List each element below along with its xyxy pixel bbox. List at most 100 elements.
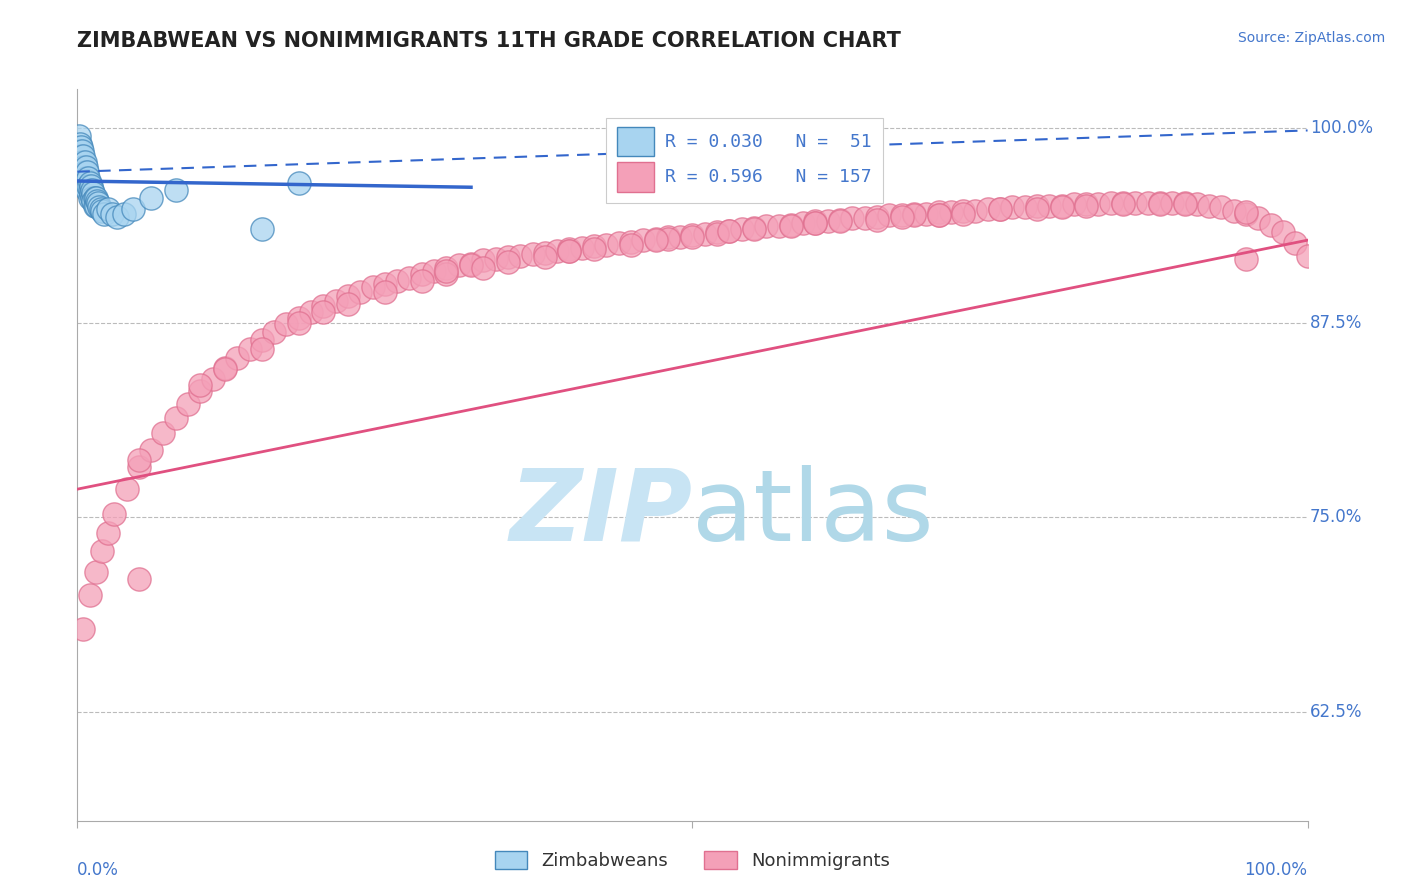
Point [374, 285, 396, 299]
Point [70, 145, 93, 159]
Point [1026, 202, 1049, 216]
Point [141, 443, 163, 458]
Point [83, 199, 105, 213]
Point [152, 426, 174, 441]
Point [112, 207, 135, 221]
Point [84, 199, 107, 213]
Point [73, 155, 96, 169]
Point [571, 241, 593, 255]
Point [496, 250, 519, 264]
Point [595, 237, 617, 252]
Point [804, 216, 827, 230]
Point [706, 226, 728, 240]
Point [128, 452, 150, 467]
Point [742, 222, 765, 236]
Point [263, 325, 285, 339]
Text: 75.0%: 75.0% [1310, 508, 1362, 526]
Point [70, 160, 93, 174]
Point [1174, 195, 1197, 210]
Point [1001, 201, 1024, 215]
Point [250, 342, 273, 356]
Point [86, 194, 108, 209]
Legend: Zimbabweans, Nonimmigrants: Zimbabweans, Nonimmigrants [488, 844, 897, 878]
Point [82, 194, 104, 209]
Point [1087, 197, 1109, 211]
Point [939, 205, 962, 219]
Point [69, 136, 91, 151]
Point [780, 219, 803, 234]
Point [398, 270, 420, 285]
Point [657, 231, 679, 245]
Point [460, 256, 482, 270]
Point [830, 213, 852, 227]
Point [1076, 197, 1098, 211]
Point [436, 261, 458, 276]
Point [115, 482, 138, 496]
Point [80, 178, 103, 193]
Point [830, 214, 852, 228]
Point [755, 219, 778, 234]
Point [90, 202, 112, 216]
Point [485, 252, 508, 266]
Point [1234, 207, 1257, 221]
Point [620, 237, 643, 252]
Point [70, 155, 93, 169]
Point [768, 219, 790, 234]
Point [952, 207, 974, 221]
Point [73, 164, 96, 178]
Point [250, 222, 273, 236]
Point [583, 243, 606, 257]
Point [1014, 201, 1036, 215]
Point [1112, 197, 1135, 211]
Point [682, 230, 704, 244]
Point [682, 228, 704, 243]
Point [97, 525, 120, 540]
Point [1185, 197, 1208, 211]
Point [177, 396, 200, 410]
Point [214, 360, 236, 375]
Point [1234, 252, 1257, 266]
Point [299, 304, 322, 318]
Point [79, 191, 101, 205]
Point [72, 170, 94, 185]
Point [977, 202, 1000, 216]
FancyBboxPatch shape [606, 119, 883, 202]
Point [128, 460, 150, 475]
Point [669, 230, 692, 244]
Point [1161, 195, 1184, 210]
Point [1050, 201, 1073, 215]
Point [70, 149, 93, 163]
Point [1125, 195, 1147, 210]
Point [75, 160, 97, 174]
Text: ZIMBABWEAN VS NONIMMIGRANTS 11TH GRADE CORRELATION CHART: ZIMBABWEAN VS NONIMMIGRANTS 11TH GRADE C… [77, 31, 901, 51]
Point [349, 285, 371, 299]
Point [288, 176, 311, 190]
Point [73, 176, 96, 190]
Point [337, 289, 360, 303]
Point [558, 244, 581, 258]
Point [69, 145, 91, 159]
Point [792, 216, 814, 230]
Point [276, 317, 298, 331]
Point [77, 178, 100, 193]
Point [1272, 226, 1295, 240]
Text: Source: ZipAtlas.com: Source: ZipAtlas.com [1237, 31, 1385, 45]
Point [423, 264, 446, 278]
Point [866, 210, 889, 224]
Point [534, 245, 557, 260]
Text: 62.5%: 62.5% [1310, 703, 1362, 721]
Point [361, 280, 384, 294]
Point [1050, 199, 1073, 213]
Point [731, 222, 754, 236]
Point [928, 208, 950, 222]
Point [214, 362, 236, 376]
Point [693, 227, 716, 241]
Point [928, 205, 950, 219]
Point [522, 247, 544, 261]
Point [1247, 211, 1270, 226]
Text: atlas: atlas [693, 465, 934, 562]
Point [411, 274, 433, 288]
Text: R = 0.596   N = 157: R = 0.596 N = 157 [665, 168, 872, 186]
Point [509, 249, 531, 263]
Point [70, 140, 93, 154]
